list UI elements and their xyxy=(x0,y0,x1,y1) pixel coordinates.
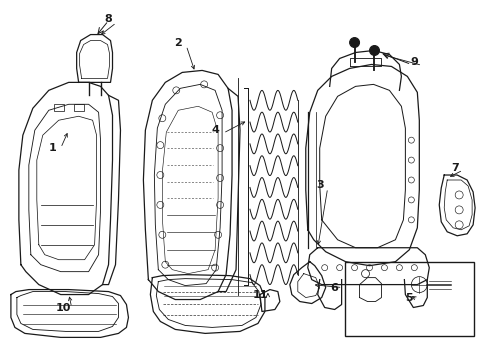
Bar xyxy=(74,104,84,111)
Text: 3: 3 xyxy=(316,180,323,190)
Text: 4: 4 xyxy=(211,125,219,135)
Text: 8: 8 xyxy=(105,14,112,24)
Circle shape xyxy=(349,37,360,48)
Text: 5: 5 xyxy=(406,293,413,302)
Text: 11: 11 xyxy=(252,289,268,300)
Text: 6: 6 xyxy=(331,283,339,293)
Text: 1: 1 xyxy=(49,143,57,153)
Bar xyxy=(54,104,64,111)
Bar xyxy=(344,262,474,336)
Circle shape xyxy=(369,45,379,55)
Text: 10: 10 xyxy=(56,302,72,312)
Text: 2: 2 xyxy=(174,37,182,48)
Text: 9: 9 xyxy=(411,58,418,67)
Text: 7: 7 xyxy=(451,163,459,173)
